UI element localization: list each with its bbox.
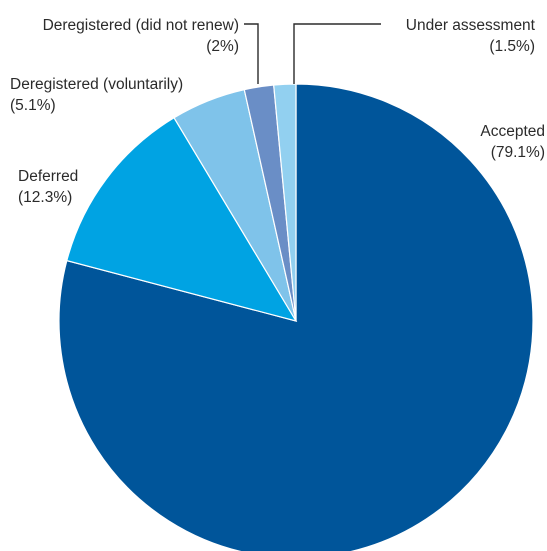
label-accepted: Accepted [480,123,545,140]
leader-lines [244,23,381,84]
value-label-under-assessment: (1.5%) [489,38,535,55]
label-deregistered-did-not-renew: Deregistered (did not renew) [43,17,239,34]
label-under-assessment: Under assessment [406,17,536,34]
value-label-deferred: (12.3%) [18,189,72,206]
pie-slices [58,83,534,551]
pie-slice-deferred [66,116,298,322]
value-label-deregistered-did-not-renew: (2%) [206,38,239,55]
value-label-accepted: (79.1%) [491,144,545,161]
label-deferred: Deferred [18,168,78,185]
label-deregistered-voluntarily: Deregistered (voluntarily) [10,76,183,93]
leader-line-under-assessment [293,23,381,84]
value-label-deregistered-voluntarily: (5.1%) [10,97,56,114]
leader-line-deregistered-did-not-renew [244,23,259,84]
pie-slice-under-assessment [273,83,297,322]
